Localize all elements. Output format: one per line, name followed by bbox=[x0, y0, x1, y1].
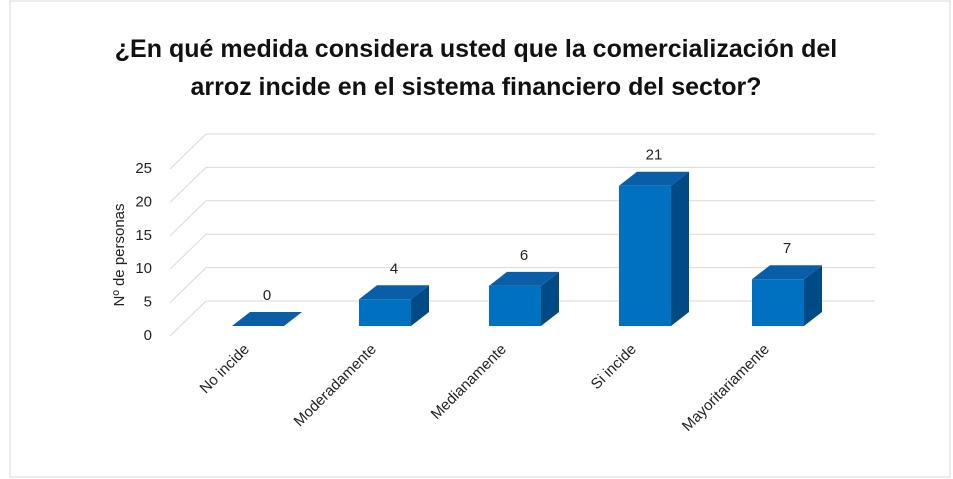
bar-front bbox=[619, 185, 671, 326]
x-tick-label: Si incide bbox=[588, 341, 640, 393]
grid-line bbox=[169, 166, 875, 203]
bar bbox=[489, 271, 559, 326]
grid-line bbox=[169, 200, 875, 237]
x-tick-label: No incide bbox=[197, 341, 253, 397]
bar-top bbox=[489, 271, 559, 286]
bar-front bbox=[752, 279, 804, 326]
bar bbox=[359, 285, 429, 326]
y-tick-label: 5 bbox=[144, 294, 152, 311]
bar-front bbox=[359, 299, 411, 326]
value-label: 0 bbox=[263, 287, 271, 304]
value-label: 6 bbox=[520, 247, 528, 264]
chart-border bbox=[9, 0, 951, 478]
bar bbox=[232, 312, 302, 326]
y-tick-label: 15 bbox=[135, 227, 152, 244]
value-label: 4 bbox=[390, 260, 398, 277]
bar-top bbox=[359, 285, 429, 300]
value-label: 7 bbox=[783, 240, 791, 257]
bar-front bbox=[489, 285, 541, 326]
chart-title: ¿En qué medida considera usted que la co… bbox=[114, 35, 838, 101]
y-tick-label: 25 bbox=[135, 160, 152, 177]
bar bbox=[619, 171, 689, 326]
y-tick-label: 20 bbox=[135, 193, 152, 210]
bar-side bbox=[671, 171, 689, 326]
y-tick-label: 10 bbox=[135, 260, 152, 277]
y-tick-label: 0 bbox=[144, 327, 152, 344]
bar-top bbox=[619, 171, 689, 186]
bar bbox=[752, 265, 822, 326]
bar-top bbox=[752, 265, 822, 280]
bar-side bbox=[804, 265, 822, 326]
y-axis-label: Nº de personas bbox=[111, 203, 128, 306]
bar-top bbox=[232, 312, 302, 326]
grid-line bbox=[169, 133, 875, 170]
x-tick-label: Mayoritariamente bbox=[679, 341, 773, 435]
bar-side bbox=[541, 271, 559, 326]
value-label: 21 bbox=[646, 147, 663, 164]
x-tick-label: Moderadamente bbox=[291, 341, 380, 430]
x-tick-label: Medianamente bbox=[428, 341, 510, 423]
bar-side bbox=[411, 285, 429, 326]
